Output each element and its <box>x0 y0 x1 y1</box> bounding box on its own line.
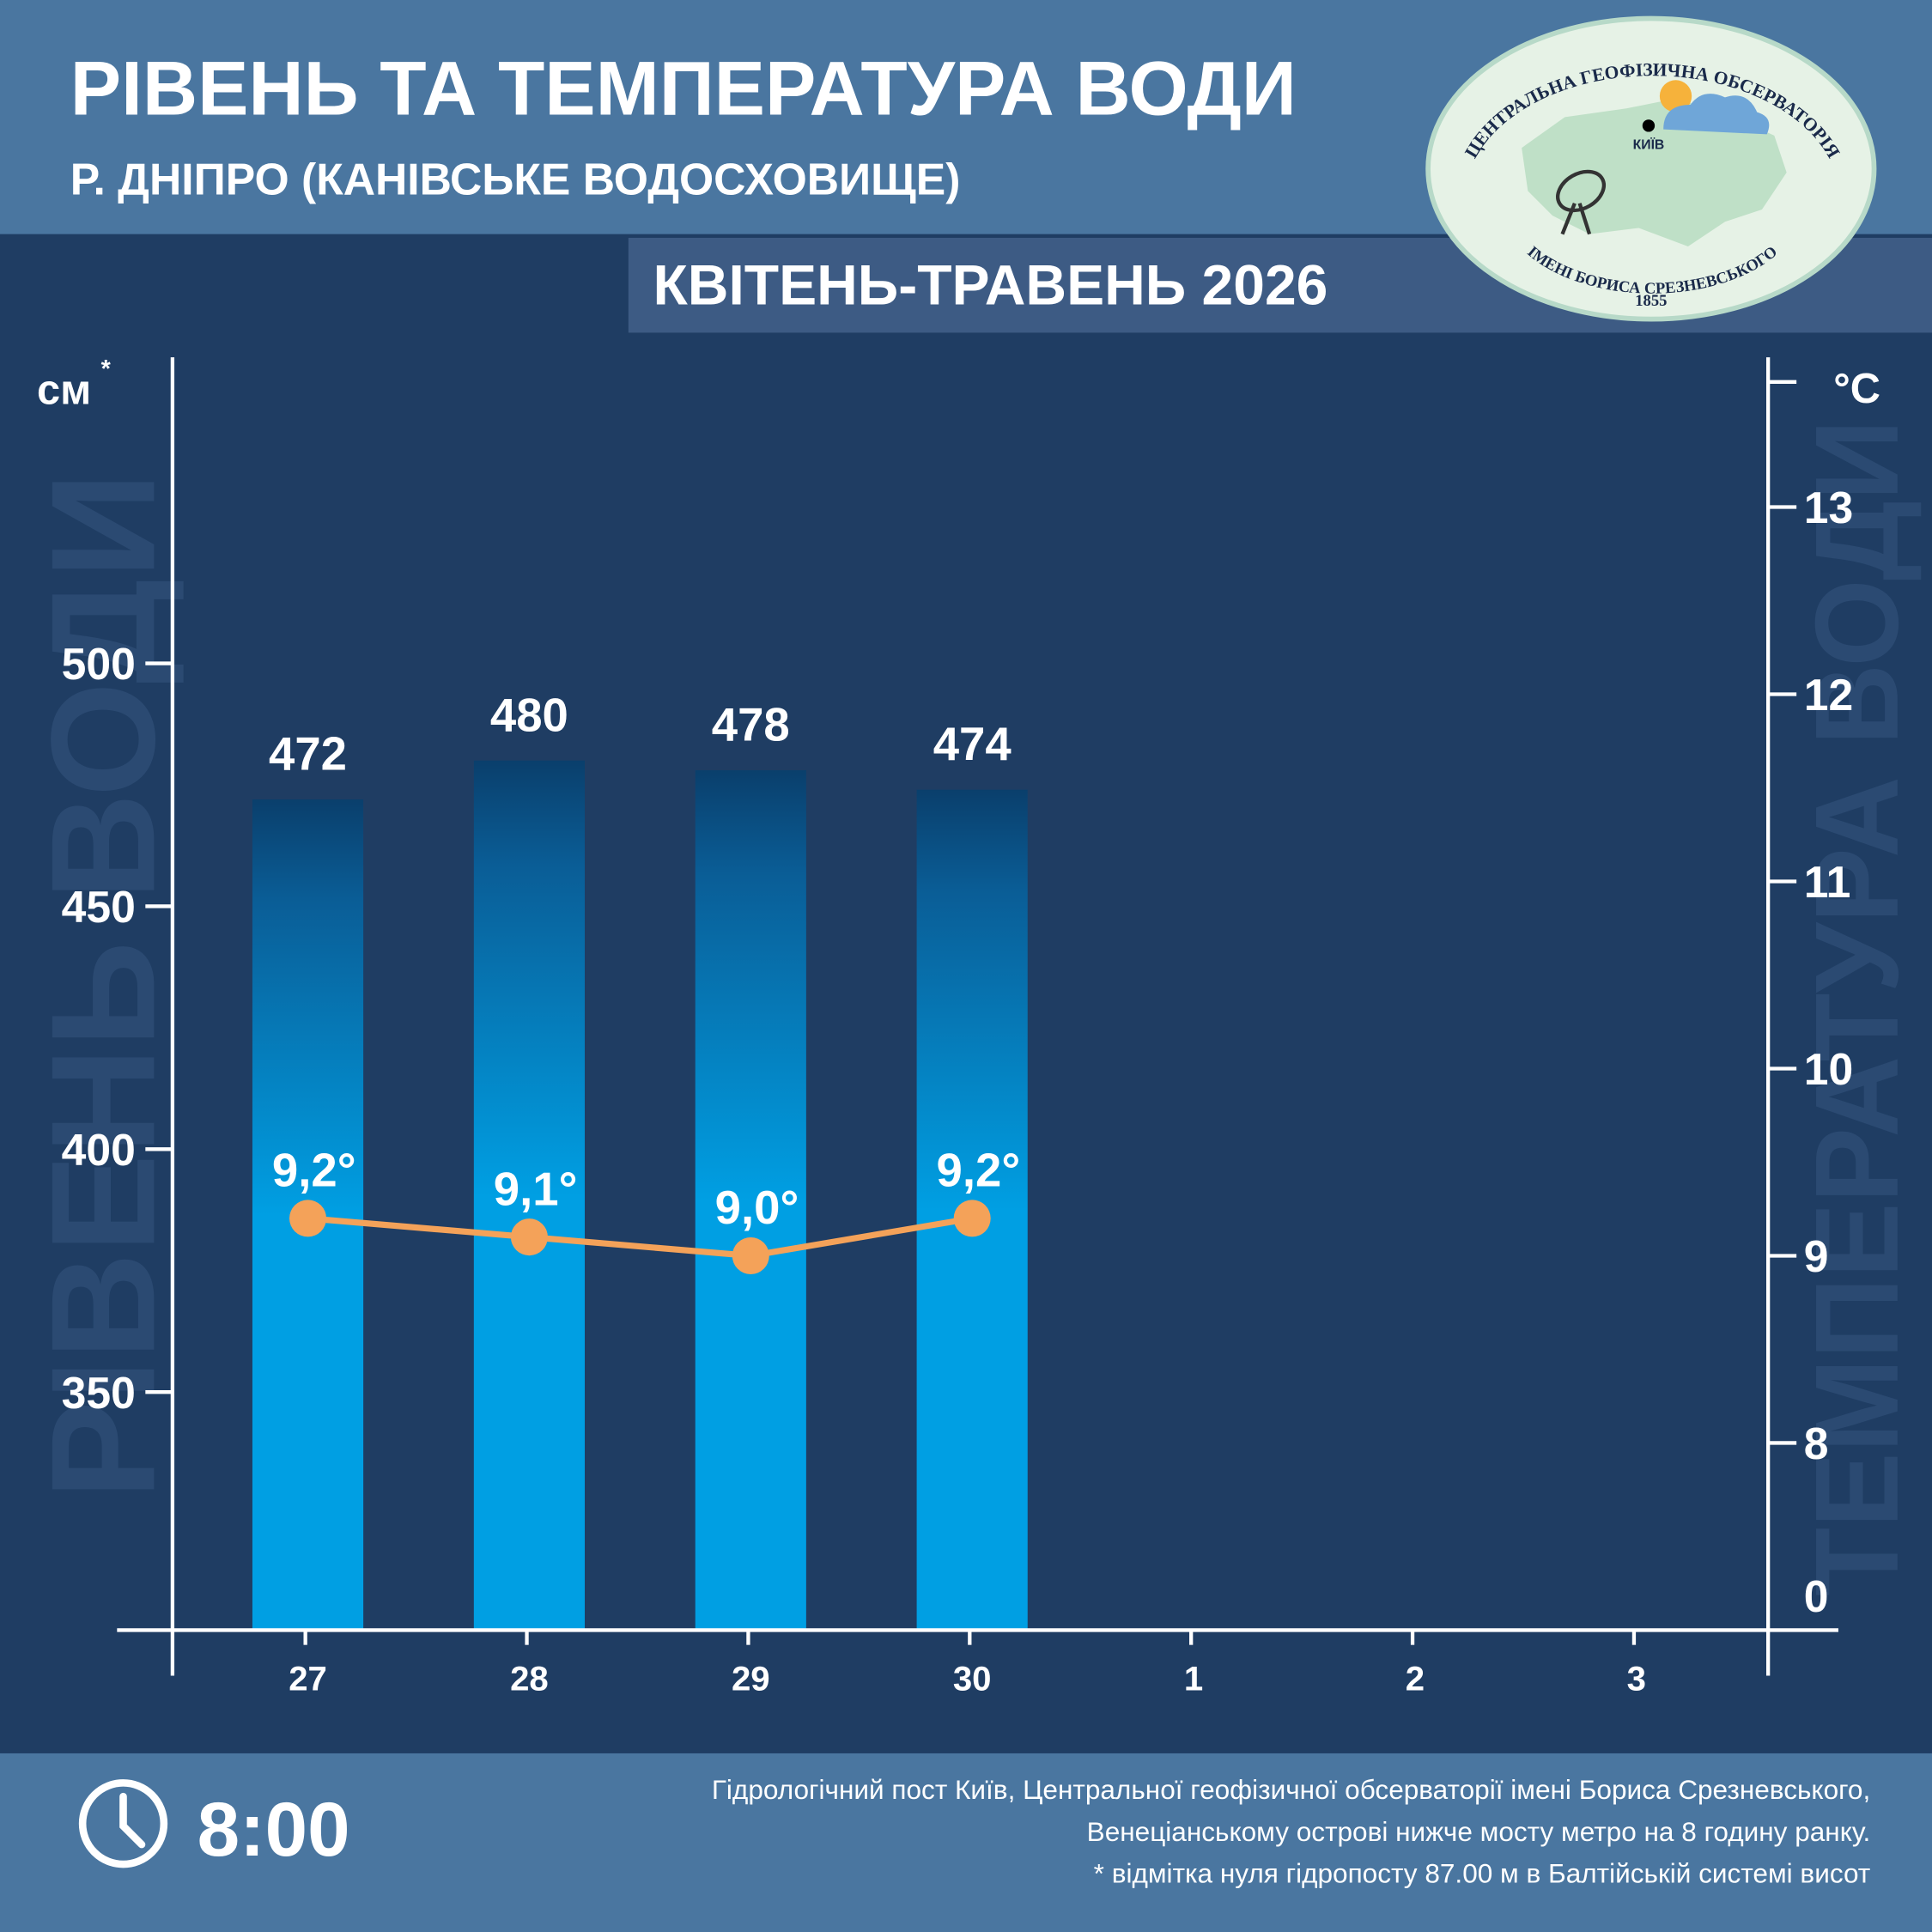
temperature-label: 9,0° <box>715 1182 799 1234</box>
temperature-label: 9,2° <box>272 1145 356 1197</box>
y2-tick-label: 0 <box>1804 1571 1829 1621</box>
x-tick-label: 28 <box>510 1660 549 1698</box>
footer-note: Гідрологічний пост Київ, Центральної гео… <box>712 1774 1870 1805</box>
y-unit-note: * <box>101 355 112 383</box>
bar-value-label: 478 <box>712 699 790 751</box>
x-tick-label: 27 <box>289 1660 327 1698</box>
footer-band <box>0 1753 1932 1932</box>
temperature-point <box>289 1200 327 1237</box>
x-tick-label: 29 <box>732 1660 770 1698</box>
x-tick-label: 30 <box>953 1660 992 1698</box>
plot: 472 480 478 474 9,2° 9,1° 9,0° 9,2° 350 400 450 500… <box>62 357 1853 1698</box>
footer-note: Венеціанському острові нижче мосту метро… <box>1087 1816 1871 1847</box>
temperature-label: 9,1° <box>494 1163 578 1215</box>
title: РІВЕНЬ ТА ТЕМПЕРАТУРА ВОДИ <box>70 45 1297 131</box>
bar-value-label: 472 <box>269 728 347 781</box>
y2-tick-label: 10 <box>1804 1044 1853 1094</box>
logo-city: КИЇВ <box>1633 137 1665 153</box>
x-tick-label: 3 <box>1627 1660 1646 1698</box>
logo-year: 1855 <box>1635 292 1667 310</box>
logo-map <box>1522 98 1787 246</box>
y2-tick-label: 11 <box>1804 857 1851 907</box>
y-tick-label: 400 <box>62 1125 136 1175</box>
y-axis-watermark: РІВЕНЬ ВОДИ <box>21 472 185 1499</box>
logo-dish <box>1556 169 1606 213</box>
footer-note: * відмітка нуля гідропосту 87.00 м в Бал… <box>1094 1858 1871 1889</box>
bar <box>473 760 585 1631</box>
x-tick-label: 1 <box>1184 1660 1203 1698</box>
logo-sun <box>1659 80 1692 112</box>
temperature-point <box>953 1200 991 1237</box>
y2-tick-label: 12 <box>1804 670 1853 720</box>
temperature-line <box>307 1215 973 1260</box>
period: КВІТЕНЬ-ТРАВЕНЬ 2026 <box>653 252 1328 316</box>
y2-tick-label: 9 <box>1804 1231 1829 1281</box>
clock-icon <box>78 1779 168 1868</box>
clock-hands <box>119 1792 146 1849</box>
y-unit: см <box>37 368 91 414</box>
time: 8:00 <box>197 1786 350 1872</box>
y-tick-label: 450 <box>62 882 136 932</box>
y2-unit: °С <box>1833 366 1880 412</box>
logo-cloud <box>1663 94 1770 135</box>
temperature-point <box>510 1218 548 1256</box>
logo: ЦЕНТРАЛЬНА ГЕОФІЗИЧНА ОБСЕРВАТОРІЯ ІМЕНІ… <box>1425 15 1877 322</box>
bar-value-label: 480 <box>490 689 568 741</box>
y2-tick-label: 8 <box>1804 1419 1829 1468</box>
y-tick-label: 500 <box>62 639 136 689</box>
x-tick-label: 2 <box>1406 1660 1425 1698</box>
y2-axis-watermark: ТЕМПЕРАТУРА ВОДИ <box>1791 420 1923 1596</box>
y2-tick-label: 13 <box>1804 483 1853 532</box>
bar-value-label: 474 <box>933 718 1012 770</box>
y-tick-label: 350 <box>62 1368 136 1418</box>
subtitle: Р. ДНІПРО (КАНІВСЬКЕ ВОДОСХОВИЩЕ) <box>70 155 961 204</box>
temperature-point <box>732 1236 769 1274</box>
bar <box>695 770 806 1631</box>
logo-city-dot <box>1642 119 1656 132</box>
temperature-label: 9,2° <box>937 1145 1021 1197</box>
logo-dish-stand <box>1560 202 1592 235</box>
